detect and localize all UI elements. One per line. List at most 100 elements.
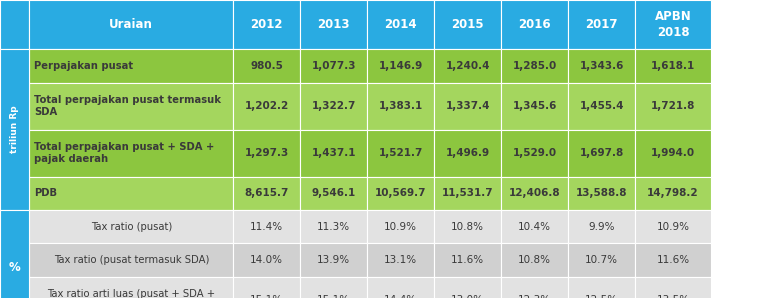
Bar xyxy=(367,130,434,177)
Bar xyxy=(29,277,233,298)
Text: Total perpajakan pusat termasuk
SDA: Total perpajakan pusat termasuk SDA xyxy=(34,95,221,117)
Text: Tax ratio arti luas (pusat + SDA +
Daerah): Tax ratio arti luas (pusat + SDA + Daera… xyxy=(47,289,216,298)
Text: 11.6%: 11.6% xyxy=(656,255,690,265)
Text: 1,697.8: 1,697.8 xyxy=(580,148,624,158)
Bar xyxy=(29,83,233,130)
Text: 13.9%: 13.9% xyxy=(317,255,350,265)
Bar xyxy=(300,243,367,277)
Text: 2017: 2017 xyxy=(585,18,618,31)
Text: Tax ratio (pusat termasuk SDA): Tax ratio (pusat termasuk SDA) xyxy=(54,255,209,265)
Bar xyxy=(434,0,501,49)
Bar xyxy=(367,177,434,210)
Bar xyxy=(434,277,501,298)
Text: 13.5%: 13.5% xyxy=(656,295,690,298)
Text: 1,077.3: 1,077.3 xyxy=(312,61,356,71)
Bar xyxy=(300,130,367,177)
Bar xyxy=(367,49,434,83)
Bar xyxy=(501,277,568,298)
Bar xyxy=(29,49,233,83)
Bar xyxy=(367,243,434,277)
Bar xyxy=(501,210,568,243)
Bar xyxy=(233,210,300,243)
Bar xyxy=(233,277,300,298)
Text: 2013: 2013 xyxy=(317,18,350,31)
Bar xyxy=(635,83,711,130)
Bar xyxy=(300,49,367,83)
Bar xyxy=(568,130,635,177)
Bar xyxy=(300,0,367,49)
Text: 2012: 2012 xyxy=(250,18,283,31)
Text: 1,618.1: 1,618.1 xyxy=(651,61,695,71)
Text: Total perpajakan pusat + SDA +
pajak daerah: Total perpajakan pusat + SDA + pajak dae… xyxy=(34,142,214,164)
Text: 1,383.1: 1,383.1 xyxy=(379,101,423,111)
Bar xyxy=(300,177,367,210)
Bar xyxy=(635,177,711,210)
Text: 10.9%: 10.9% xyxy=(384,222,417,232)
Bar xyxy=(501,49,568,83)
Text: 10.7%: 10.7% xyxy=(585,255,618,265)
Text: 980.5: 980.5 xyxy=(250,61,283,71)
Text: 11.4%: 11.4% xyxy=(250,222,283,232)
Bar xyxy=(635,243,711,277)
Text: Perpajakan pusat: Perpajakan pusat xyxy=(34,61,133,71)
Text: 1,285.0: 1,285.0 xyxy=(513,61,557,71)
Bar xyxy=(635,130,711,177)
Text: 15.1%: 15.1% xyxy=(317,295,350,298)
Text: PDB: PDB xyxy=(34,188,57,198)
Bar xyxy=(635,210,711,243)
Text: 11.6%: 11.6% xyxy=(451,255,484,265)
Bar xyxy=(29,130,233,177)
Text: 1,297.3: 1,297.3 xyxy=(245,148,289,158)
Text: 1,721.8: 1,721.8 xyxy=(651,101,695,111)
Text: 11.3%: 11.3% xyxy=(317,222,350,232)
Text: 9.9%: 9.9% xyxy=(588,222,615,232)
Bar xyxy=(300,210,367,243)
Text: 2015: 2015 xyxy=(451,18,484,31)
Bar xyxy=(501,177,568,210)
Text: 12.3%: 12.3% xyxy=(518,295,551,298)
Bar xyxy=(501,83,568,130)
Text: %: % xyxy=(8,260,21,274)
Bar xyxy=(568,243,635,277)
Text: 13.0%: 13.0% xyxy=(451,295,484,298)
Bar xyxy=(501,130,568,177)
Bar xyxy=(568,177,635,210)
Bar xyxy=(434,130,501,177)
Text: 14.4%: 14.4% xyxy=(384,295,417,298)
Bar xyxy=(434,210,501,243)
Text: 1,337.4: 1,337.4 xyxy=(446,101,490,111)
Bar xyxy=(0,0,29,49)
Bar xyxy=(233,243,300,277)
Text: 1,240.4: 1,240.4 xyxy=(446,61,490,71)
Text: triliun Rp: triliun Rp xyxy=(10,106,19,153)
Bar xyxy=(233,177,300,210)
Text: 1,437.1: 1,437.1 xyxy=(312,148,356,158)
Bar xyxy=(367,210,434,243)
Bar xyxy=(434,83,501,130)
Text: 1,202.2: 1,202.2 xyxy=(245,101,289,111)
Text: 1,343.6: 1,343.6 xyxy=(580,61,624,71)
Bar xyxy=(568,83,635,130)
Bar xyxy=(0,210,29,298)
Text: 13,588.8: 13,588.8 xyxy=(576,188,628,198)
Text: 10.8%: 10.8% xyxy=(451,222,484,232)
Bar xyxy=(434,177,501,210)
Bar xyxy=(635,277,711,298)
Text: 15.1%: 15.1% xyxy=(250,295,283,298)
Text: 1,496.9: 1,496.9 xyxy=(446,148,490,158)
Bar xyxy=(367,277,434,298)
Bar xyxy=(233,0,300,49)
Bar xyxy=(501,0,568,49)
Bar xyxy=(300,277,367,298)
Text: 1,521.7: 1,521.7 xyxy=(379,148,423,158)
Bar xyxy=(568,0,635,49)
Text: 10.4%: 10.4% xyxy=(518,222,551,232)
Text: 14,798.2: 14,798.2 xyxy=(647,188,699,198)
Bar xyxy=(501,243,568,277)
Bar xyxy=(29,243,233,277)
Bar xyxy=(568,210,635,243)
Text: APBN
2018: APBN 2018 xyxy=(654,10,691,39)
Text: Tax ratio (pusat): Tax ratio (pusat) xyxy=(91,222,172,232)
Bar xyxy=(233,49,300,83)
Text: 12,406.8: 12,406.8 xyxy=(509,188,561,198)
